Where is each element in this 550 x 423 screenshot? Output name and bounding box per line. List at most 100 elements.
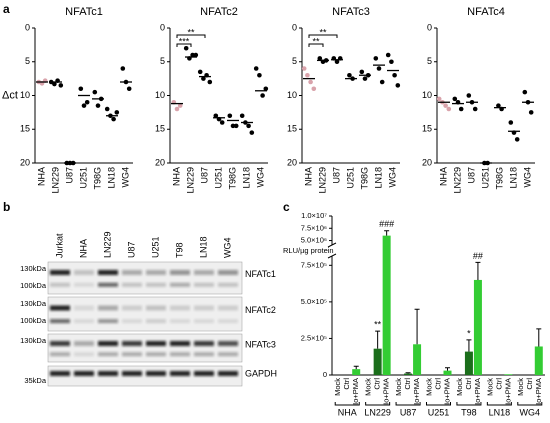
- chart-title: NFATc1: [65, 6, 103, 18]
- x-tick-label: U87: [64, 167, 74, 184]
- blot-band: [98, 341, 118, 346]
- y-tick-label: 1.0×10⁷: [301, 211, 327, 220]
- data-point: [197, 69, 203, 75]
- data-point: [233, 123, 239, 129]
- blot-band: [122, 352, 142, 357]
- bar: [504, 374, 513, 375]
- x-tick-label: NHA: [171, 167, 181, 186]
- error-bar: [414, 308, 420, 345]
- blot-band: [146, 305, 166, 311]
- lane-label: U251: [150, 236, 160, 258]
- error-bar: [445, 367, 450, 371]
- blot-band: [146, 371, 166, 376]
- chart-title: NFATc3: [332, 6, 370, 18]
- data-point: [174, 106, 180, 112]
- x-group-label: U251: [428, 407, 450, 417]
- x-tick-label: Ctrl: [494, 378, 503, 390]
- y-axis-label: RLU/µg protein: [283, 246, 334, 255]
- blot-panel: [47, 365, 243, 387]
- blot-band: [74, 282, 94, 287]
- significance-label: ##: [473, 251, 483, 261]
- y-tick-label: 15: [155, 124, 165, 134]
- x-tick-label: Io+PMA: [351, 378, 360, 405]
- x-tick-label: NHA: [438, 167, 448, 186]
- x-tick-label: U251: [480, 167, 490, 189]
- lane-label: U87: [126, 241, 136, 258]
- bar: [413, 344, 422, 375]
- data-point: [376, 66, 382, 71]
- y-tick-label: 0: [160, 22, 165, 32]
- x-tick-label: Mock: [424, 378, 433, 396]
- x-tick-label: Mock: [394, 378, 403, 396]
- group-bracket: [517, 402, 543, 406]
- data-point: [52, 81, 57, 87]
- group-bracket: [395, 402, 421, 406]
- group-bracket: [456, 402, 482, 406]
- blot-band: [50, 270, 70, 275]
- x-tick-label: Mock: [364, 378, 373, 396]
- data-point: [443, 103, 448, 108]
- data-point: [508, 120, 514, 125]
- data-point: [496, 103, 501, 108]
- x-tick-label: LN18: [373, 167, 383, 189]
- y-tick-label: 15: [422, 124, 432, 134]
- x-tick-label: Mock: [333, 378, 342, 396]
- data-point: [334, 59, 340, 65]
- y-tick-label: 2.5×10⁵: [301, 333, 327, 342]
- error-bar: [384, 230, 390, 236]
- data-point: [111, 116, 116, 122]
- x-tick-label: Ctrl: [342, 378, 351, 390]
- y-tick-label: 15: [20, 124, 30, 134]
- x-tick-label: Ctrl: [464, 378, 473, 390]
- blot-band: [194, 270, 214, 275]
- data-point: [95, 103, 101, 108]
- y-tick-label: 5: [160, 56, 165, 66]
- y-tick-label: 0: [427, 22, 432, 32]
- data-point: [104, 106, 110, 112]
- data-point: [392, 72, 397, 78]
- x-group-label: T98: [461, 407, 477, 417]
- blot-band: [218, 352, 238, 357]
- blot-band: [194, 319, 214, 324]
- lane-label: LN229: [102, 231, 112, 258]
- x-tick-label: U251: [78, 167, 88, 189]
- blot-band: [170, 319, 190, 324]
- mw-marker: 35kDa: [24, 376, 47, 385]
- x-tick-label: LN18: [106, 167, 116, 189]
- x-group-label: LN18: [489, 407, 511, 417]
- blot-band: [122, 282, 142, 287]
- data-point: [120, 66, 126, 71]
- blot-band: [98, 305, 118, 311]
- blot-band: [170, 270, 190, 275]
- panel-label: c: [283, 200, 290, 214]
- panel-label: b: [3, 200, 10, 214]
- blot-panel: [47, 261, 243, 295]
- error-bar: [375, 330, 381, 349]
- data-point: [379, 79, 385, 85]
- x-tick-label: LN229: [185, 167, 195, 194]
- blot-band: [98, 352, 118, 357]
- y-tick-label: 10: [20, 90, 30, 100]
- mw-marker: 130kDa: [20, 336, 47, 345]
- significance-label: ###: [379, 219, 394, 229]
- data-point: [81, 103, 87, 108]
- x-tick-label: Io+PMA: [503, 378, 512, 405]
- blot-band: [146, 319, 166, 324]
- data-point: [92, 89, 98, 95]
- error-bar: [353, 365, 359, 370]
- blot-band: [146, 352, 166, 357]
- protein-label: NFATc3: [245, 340, 276, 350]
- y-tick-label: 5: [292, 56, 297, 66]
- blot-band: [122, 341, 142, 346]
- x-tick-label: NHA: [303, 167, 313, 186]
- blot-band: [194, 341, 214, 346]
- significance-bracket: [176, 43, 192, 47]
- blot-band: [74, 319, 94, 324]
- data-point: [317, 56, 323, 61]
- error-bar: [475, 261, 481, 280]
- data-point: [249, 130, 255, 135]
- x-tick-label: Ctrl: [525, 378, 534, 390]
- blot-band: [98, 319, 118, 324]
- data-point: [305, 72, 310, 78]
